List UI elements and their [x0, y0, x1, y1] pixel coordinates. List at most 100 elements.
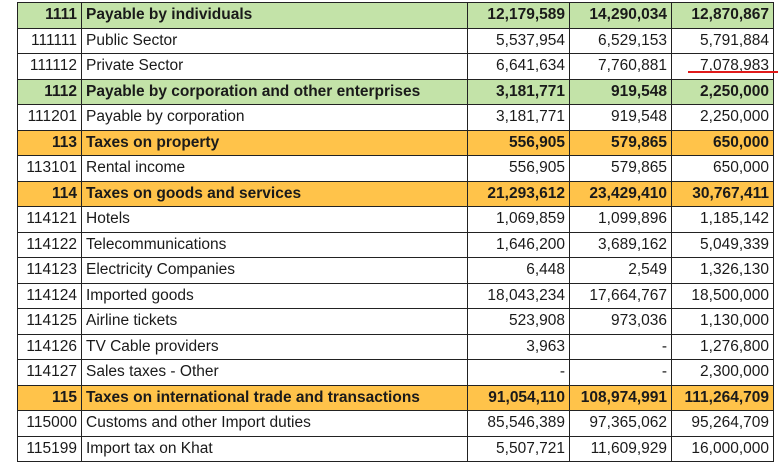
value-col1-cell[interactable]: -	[467, 359, 570, 386]
value-col3-cell[interactable]: 650,000	[671, 129, 774, 156]
value-col3-cell[interactable]: 18,500,000	[671, 282, 774, 309]
value-col2-cell[interactable]: -	[569, 359, 672, 386]
value-col2-cell[interactable]: 14,290,034	[569, 2, 672, 29]
table-row: 114127 Sales taxes - Other - -2,300,000	[17, 359, 774, 386]
value-col2-cell[interactable]: 108,974,991	[569, 384, 672, 411]
account-name-cell[interactable]: Taxes on goods and services	[81, 180, 468, 207]
value-col3-cell[interactable]: 2,250,000	[671, 104, 774, 131]
value-col2-cell[interactable]: 3,689,162	[569, 231, 672, 258]
value-col2-cell[interactable]: 973,036	[569, 308, 672, 335]
value-col1-cell[interactable]: 556,905	[467, 129, 570, 156]
table-row: 111112 Private Sector 6,641,634 7,760,881 7,…	[17, 53, 774, 80]
account-name-cell[interactable]: Hotels	[81, 206, 468, 233]
account-code-cell[interactable]: 114127	[17, 359, 82, 386]
account-name-cell[interactable]: Public Sector	[81, 27, 468, 54]
value-col1-cell[interactable]: 85,546,389	[467, 410, 570, 437]
account-code-cell[interactable]: 111201	[17, 104, 82, 131]
account-code-cell[interactable]: 1111	[17, 2, 82, 29]
table-row: 115000 Customs and other Import duties 85,…	[17, 410, 774, 437]
value-col2-cell[interactable]: 7,760,881	[569, 53, 672, 80]
table-row: 111111 Public Sector 5,537,954 6,529,153 5,7…	[17, 27, 774, 54]
value-col3-cell[interactable]: 12,870,867	[671, 2, 774, 29]
value-col3-cell[interactable]: 1,326,130	[671, 257, 774, 284]
value-col1-cell[interactable]: 12,179,589	[467, 2, 570, 29]
account-name-cell[interactable]: Sales taxes - Other	[81, 359, 468, 386]
account-code-cell[interactable]: 114126	[17, 333, 82, 360]
table-row: 115199 Import tax on Khat 5,507,721 11,609,…	[17, 435, 774, 462]
account-code-cell[interactable]: 111112	[17, 53, 82, 80]
value-col1-cell[interactable]: 6,641,634	[467, 53, 570, 80]
value-col2-cell[interactable]: 1,099,896	[569, 206, 672, 233]
account-code-cell[interactable]: 115000	[17, 410, 82, 437]
account-code-cell[interactable]: 114122	[17, 231, 82, 258]
category-row: 114 Taxes on goods and services 21,293,612…	[17, 180, 774, 207]
value-col2-cell[interactable]: 11,609,929	[569, 435, 672, 462]
account-code-cell[interactable]: 114123	[17, 257, 82, 284]
account-name-cell[interactable]: Customs and other Import duties	[81, 410, 468, 437]
account-name-cell[interactable]: Payable by corporation and other enterpr…	[81, 78, 468, 105]
account-name-cell[interactable]: Payable by individuals	[81, 2, 468, 29]
value-col3-cell[interactable]: 5,791,884	[671, 27, 774, 54]
value-col3-cell[interactable]: 2,300,000	[671, 359, 774, 386]
value-col2-cell[interactable]: 919,548	[569, 78, 672, 105]
account-code-cell[interactable]: 113	[17, 129, 82, 156]
account-code-cell[interactable]: 113101	[17, 155, 82, 182]
value-col2-cell[interactable]: 6,529,153	[569, 27, 672, 54]
value-col1-cell[interactable]: 1,646,200	[467, 231, 570, 258]
value-col3-cell[interactable]: 5,049,339	[671, 231, 774, 258]
account-name-cell[interactable]: Payable by corporation	[81, 104, 468, 131]
account-code-cell[interactable]: 111111	[17, 27, 82, 54]
value-col3-cell[interactable]: 2,250,000	[671, 78, 774, 105]
account-name-cell[interactable]: Electricity Companies	[81, 257, 468, 284]
value-col3-cell[interactable]: 650,000	[671, 155, 774, 182]
value-col3-cell[interactable]: 30,767,411	[671, 180, 774, 207]
account-name-cell[interactable]: Rental income	[81, 155, 468, 182]
value-col2-cell[interactable]: 579,865	[569, 129, 672, 156]
value-col3-cell[interactable]: 111,264,709	[671, 384, 774, 411]
value-col3-cell[interactable]: 1,130,000	[671, 308, 774, 335]
account-name-cell[interactable]: Airline tickets	[81, 308, 468, 335]
value-col1-cell[interactable]: 91,054,110	[467, 384, 570, 411]
value-col3-cell[interactable]: 95,264,709	[671, 410, 774, 437]
account-name-cell[interactable]: Telecommunications	[81, 231, 468, 258]
category-row: 115 Taxes on international trade and tran…	[17, 384, 774, 411]
value-col2-cell[interactable]: 97,365,062	[569, 410, 672, 437]
value-col3-cell[interactable]: 16,000,000	[671, 435, 774, 462]
account-name-cell[interactable]: Private Sector	[81, 53, 468, 80]
value-col2-cell[interactable]: 17,664,767	[569, 282, 672, 309]
account-code-cell[interactable]: 114121	[17, 206, 82, 233]
account-code-cell[interactable]: 114	[17, 180, 82, 207]
value-col1-cell[interactable]: 3,181,771	[467, 78, 570, 105]
value-col2-cell[interactable]: 23,429,410	[569, 180, 672, 207]
value-col3-cell[interactable]: 1,276,800	[671, 333, 774, 360]
value-col1-cell[interactable]: 1,069,859	[467, 206, 570, 233]
value-col1-cell[interactable]: 556,905	[467, 155, 570, 182]
value-col1-cell[interactable]: 523,908	[467, 308, 570, 335]
account-name-cell[interactable]: Import tax on Khat	[81, 435, 468, 462]
value-col1-cell[interactable]: 5,537,954	[467, 27, 570, 54]
revenue-table: 1111 Payable by individuals 12,179,589 14,2…	[17, 2, 774, 462]
value-col2-cell[interactable]: -	[569, 333, 672, 360]
account-code-cell[interactable]: 114125	[17, 308, 82, 335]
account-name-cell[interactable]: Taxes on property	[81, 129, 468, 156]
account-name-cell[interactable]: TV Cable providers	[81, 333, 468, 360]
value-col2-cell[interactable]: 2,549	[569, 257, 672, 284]
table-row: 114126 TV Cable providers 3,963-1,276,800	[17, 333, 774, 360]
account-code-cell[interactable]: 1112	[17, 78, 82, 105]
account-name-cell[interactable]: Imported goods	[81, 282, 468, 309]
value-col1-cell[interactable]: 21,293,612	[467, 180, 570, 207]
account-name-cell[interactable]: Taxes on international trade and transac…	[81, 384, 468, 411]
category-row: 113 Taxes on property 556,905 579,865 650,00…	[17, 129, 774, 156]
value-col1-cell[interactable]: 6,448	[467, 257, 570, 284]
account-code-cell[interactable]: 114124	[17, 282, 82, 309]
value-col1-cell[interactable]: 3,181,771	[467, 104, 570, 131]
account-code-cell[interactable]: 115199	[17, 435, 82, 462]
value-col3-cell[interactable]: 7,078,983	[671, 53, 774, 80]
value-col2-cell[interactable]: 919,548	[569, 104, 672, 131]
value-col3-cell[interactable]: 1,185,142	[671, 206, 774, 233]
value-col1-cell[interactable]: 18,043,234	[467, 282, 570, 309]
value-col1-cell[interactable]: 3,963	[467, 333, 570, 360]
account-code-cell[interactable]: 115	[17, 384, 82, 411]
value-col1-cell[interactable]: 5,507,721	[467, 435, 570, 462]
value-col2-cell[interactable]: 579,865	[569, 155, 672, 182]
